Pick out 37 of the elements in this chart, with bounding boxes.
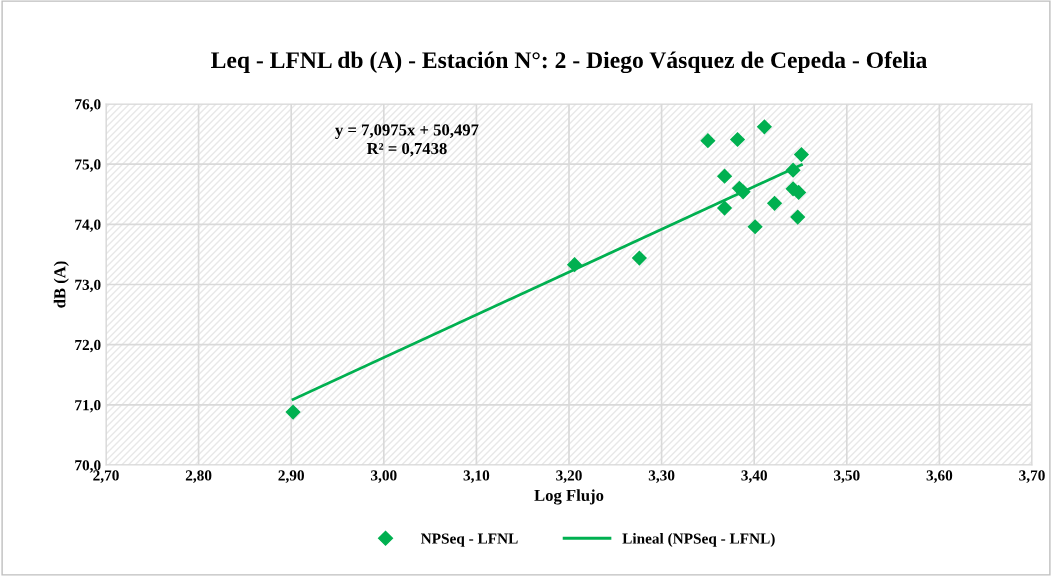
point xyxy=(566,257,583,273)
point xyxy=(729,131,746,148)
y-tick-label: 76,0 xyxy=(75,99,101,112)
x-tick-label: 3,10 xyxy=(463,470,490,483)
x-tick-label: 3,00 xyxy=(371,470,397,483)
point xyxy=(285,404,301,420)
y-tick-label: 71,0 xyxy=(75,399,101,413)
y-tick-label: 74,0 xyxy=(75,219,101,232)
point xyxy=(735,184,751,200)
point xyxy=(790,209,806,225)
point xyxy=(747,219,763,235)
point xyxy=(716,200,733,216)
point xyxy=(785,162,801,178)
point xyxy=(793,146,810,163)
x-axis-title: Log Flujo xyxy=(534,489,604,505)
annotation: R² = 0,7438 xyxy=(366,142,447,157)
x-tick-label: 2,90 xyxy=(278,470,304,483)
x-tick-label: 3,70 xyxy=(1019,470,1045,483)
annotation: y = 7,0975x + 50,497 xyxy=(335,124,479,139)
point xyxy=(700,133,716,149)
legend-label: Lineal (NPSeq - LFNL) xyxy=(622,532,775,547)
x-tick-label: 2,80 xyxy=(185,470,212,483)
x-tick-label: 3,20 xyxy=(556,470,582,483)
y-tick-label: 73,0 xyxy=(75,279,101,293)
point xyxy=(766,195,783,211)
x-tick-label: 3,60 xyxy=(926,470,953,483)
y-axis-title: dB (A) xyxy=(53,261,69,308)
legend-label: NPSeq - LFNL xyxy=(420,533,518,547)
point xyxy=(716,168,733,184)
x-tick-label: 3,30 xyxy=(648,470,675,483)
y-tick-label: 75,0 xyxy=(75,159,101,172)
point xyxy=(631,250,647,266)
y-tick-label: 72,0 xyxy=(75,339,101,353)
point xyxy=(756,119,772,135)
chart-title: Leq - LFNL db (A) - Estación N°: 2 - Diego Vásquez de Cepeda - Ofelia xyxy=(211,51,927,74)
x-tick-label: 3,50 xyxy=(834,470,860,483)
x-tick-label: 3,40 xyxy=(741,470,767,483)
